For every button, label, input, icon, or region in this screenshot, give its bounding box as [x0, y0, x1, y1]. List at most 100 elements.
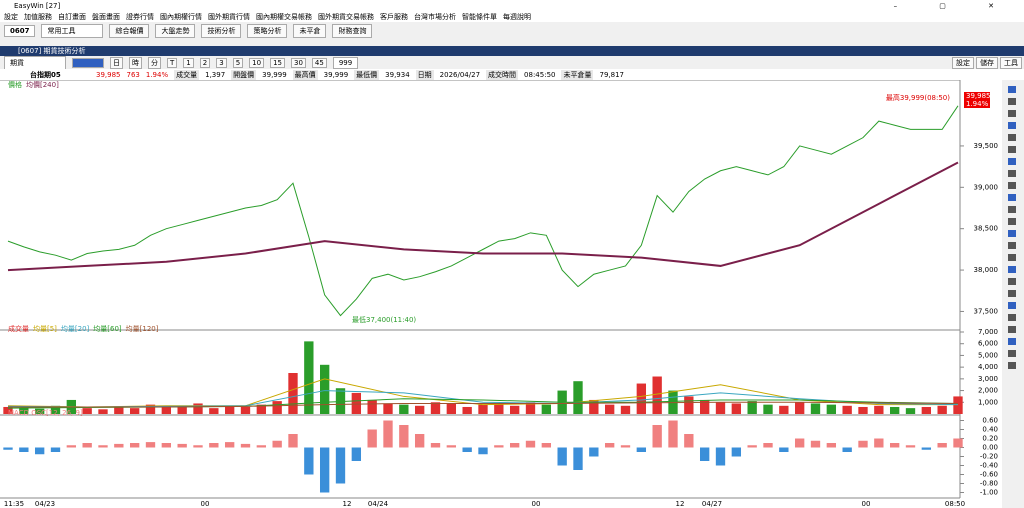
preset-select[interactable]: 常用工具	[41, 23, 104, 38]
menu-item[interactable]: 台灣市場分析	[414, 12, 456, 21]
interval-button[interactable]: 3	[216, 57, 227, 68]
tool-icon[interactable]	[1008, 266, 1016, 273]
tool-icon[interactable]	[1008, 290, 1016, 297]
panel-tab[interactable]: 儲存	[976, 56, 998, 69]
menu-item[interactable]: 國內期權交易帳務	[256, 12, 312, 21]
bar	[573, 447, 583, 470]
code-box[interactable]: 0607	[4, 24, 36, 37]
bar	[3, 447, 13, 450]
tool-icon[interactable]	[1008, 122, 1016, 129]
menu-item[interactable]: 每週說明	[503, 12, 531, 21]
bar	[446, 445, 457, 448]
interval-button[interactable]: 30	[291, 57, 306, 68]
toolbar-button[interactable]: 未平倉	[293, 23, 327, 38]
interval-button[interactable]: 15	[270, 57, 285, 68]
interval-button[interactable]: 2	[199, 57, 211, 68]
product-select[interactable]: 期貨	[4, 55, 66, 70]
interval-button[interactable]: 10	[249, 57, 265, 68]
legend-entry: 成交量	[8, 324, 29, 333]
bar	[921, 406, 932, 414]
chart-area: 37,500 38,000 38,500 39,000 39,500 價格 均價[240] 最…	[0, 80, 1024, 508]
bar	[779, 405, 789, 414]
period-button[interactable]: 時	[129, 56, 142, 69]
period-button[interactable]: 分	[148, 56, 161, 69]
menu-item[interactable]: 客戶服務	[380, 12, 408, 21]
bar	[589, 447, 599, 457]
menu-item[interactable]: 國外期貨交易帳務	[318, 12, 374, 21]
tool-icon[interactable]	[1008, 218, 1016, 225]
tool-icon[interactable]	[1008, 110, 1016, 117]
y-tick-label: 2,000	[978, 387, 998, 395]
menu-item[interactable]: 智能條件單	[462, 12, 497, 21]
count-box[interactable]: 999	[332, 56, 359, 69]
bar	[177, 406, 187, 414]
bar	[145, 404, 156, 414]
window-controls[interactable]: – ▢ ✕	[893, 1, 1014, 10]
x-tick-label: 12	[676, 500, 685, 508]
y-tick-label: 39,000	[974, 183, 999, 191]
bar	[240, 406, 251, 414]
tool-icon[interactable]	[1008, 278, 1016, 285]
quote-price: 39,985	[96, 70, 121, 79]
menu-item[interactable]: 加值服務	[24, 12, 52, 21]
tool-icon[interactable]	[1008, 146, 1016, 153]
tool-icon[interactable]	[1008, 86, 1016, 93]
tool-icon[interactable]	[1008, 254, 1016, 261]
tool-icon[interactable]	[1008, 170, 1016, 177]
bar	[50, 405, 61, 414]
tool-icon[interactable]	[1008, 206, 1016, 213]
y-tick-label: 4,000	[978, 363, 998, 371]
menu-item[interactable]: 自訂畫面	[58, 12, 86, 21]
tool-icon[interactable]	[1008, 98, 1016, 105]
menu-bar: 設定 加值服務 自訂畫面 盤面畫面 證券行情 國內期權行情 國外期貨行情 國內期權交易帳務 國外…	[0, 11, 1024, 22]
bar	[494, 445, 504, 448]
menu-item[interactable]: 證券行情	[126, 12, 154, 21]
tool-icon[interactable]	[1008, 182, 1016, 189]
quote-value: 39,934	[385, 70, 410, 79]
tool-icon[interactable]	[1008, 362, 1016, 369]
interval-button[interactable]: 1	[183, 57, 194, 68]
toolbar-button[interactable]: 綜合報價	[109, 23, 150, 38]
tool-icon[interactable]	[1008, 194, 1016, 201]
interval-button[interactable]: 5	[232, 57, 244, 68]
symbol-box[interactable]	[72, 57, 104, 68]
menu-item[interactable]: 設定	[4, 12, 18, 21]
series-line	[7, 390, 959, 408]
panel-tab[interactable]: 工具	[1000, 56, 1022, 69]
menu-item[interactable]: 國外期貨行情	[208, 12, 250, 21]
y-tick-label: 7,000	[978, 328, 998, 336]
tool-icon[interactable]	[1008, 134, 1016, 141]
bar	[715, 402, 726, 414]
bar	[383, 420, 393, 448]
tool-icon[interactable]	[1008, 350, 1016, 357]
quote-label: 最低價	[354, 69, 380, 80]
menu-item[interactable]: 盤面畫面	[92, 12, 120, 21]
toolbar-button[interactable]: 財務查詢	[332, 23, 373, 38]
quote-bar: 台指期05 39,985 763 1.94% 成交量 1,397 開盤價 39,999 最高價 3…	[0, 69, 1024, 80]
toolbar-button[interactable]: 大盤走勢	[155, 23, 196, 38]
y-tick-label: 38,000	[974, 266, 999, 274]
quote-label: 開盤價	[231, 69, 257, 80]
bar	[367, 399, 377, 414]
bar	[810, 440, 821, 448]
panel-tab[interactable]: 設定	[952, 56, 974, 69]
toolbar-button[interactable]: 技術分析	[201, 23, 242, 38]
menu-item[interactable]: 國內期權行情	[160, 12, 202, 21]
tool-icon[interactable]	[1008, 338, 1016, 345]
tool-icon[interactable]	[1008, 242, 1016, 249]
bar	[810, 403, 821, 414]
tool-icon[interactable]	[1008, 326, 1016, 333]
quote-value: 08:45:50	[524, 70, 556, 79]
period-button[interactable]: T	[167, 57, 178, 68]
period-button[interactable]: 日	[110, 56, 123, 69]
bar	[668, 420, 678, 448]
tool-icon[interactable]	[1008, 230, 1016, 237]
x-tick-label: 12	[343, 500, 352, 508]
series-line	[7, 105, 959, 317]
tool-icon[interactable]	[1008, 314, 1016, 321]
tool-icon[interactable]	[1008, 158, 1016, 165]
tool-icon[interactable]	[1008, 302, 1016, 309]
bar	[319, 364, 330, 414]
toolbar-button[interactable]: 策略分析	[247, 23, 288, 38]
interval-button[interactable]: 45	[311, 57, 327, 68]
